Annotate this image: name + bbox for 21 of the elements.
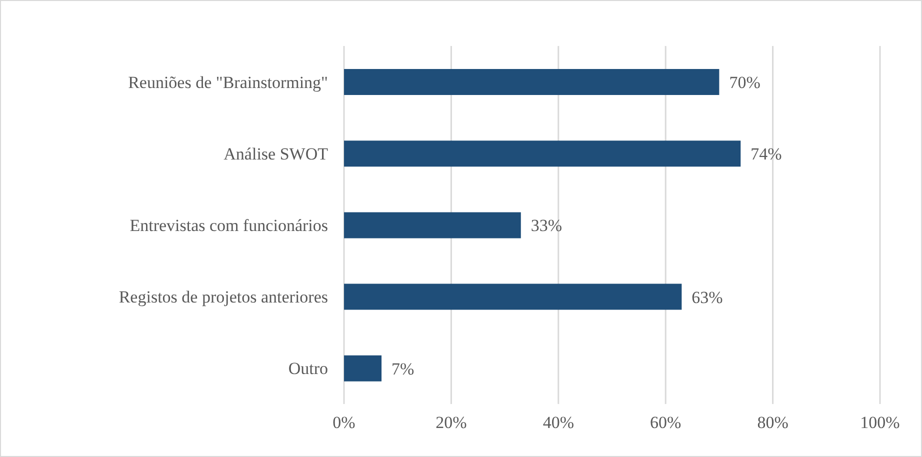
- x-tick-label: 60%: [650, 413, 682, 432]
- bar: [344, 140, 741, 167]
- data-label: 74%: [750, 144, 782, 164]
- y-tick-label: Reuniões de "Brainstorming": [128, 72, 328, 92]
- y-tick-label: Registos de projetos anteriores: [118, 288, 328, 307]
- bar: [344, 355, 382, 382]
- x-tick-label: 80%: [757, 413, 788, 432]
- x-tick-label: 40%: [542, 413, 574, 432]
- y-tick-label: Outro: [288, 359, 328, 378]
- data-label: 33%: [530, 216, 562, 236]
- x-tick-label: 20%: [436, 413, 467, 432]
- x-tick-label: 0%: [332, 413, 356, 432]
- data-label: 7%: [392, 359, 414, 378]
- y-tick-label: Análise SWOT: [224, 144, 329, 164]
- y-tick-label: Entrevistas com funcionários: [130, 216, 328, 236]
- data-label: 63%: [692, 288, 723, 307]
- bar: [344, 212, 521, 238]
- data-label: 70%: [729, 73, 760, 92]
- x-tick-label: 100%: [860, 413, 900, 432]
- bar: [344, 69, 720, 95]
- bar: [344, 284, 682, 310]
